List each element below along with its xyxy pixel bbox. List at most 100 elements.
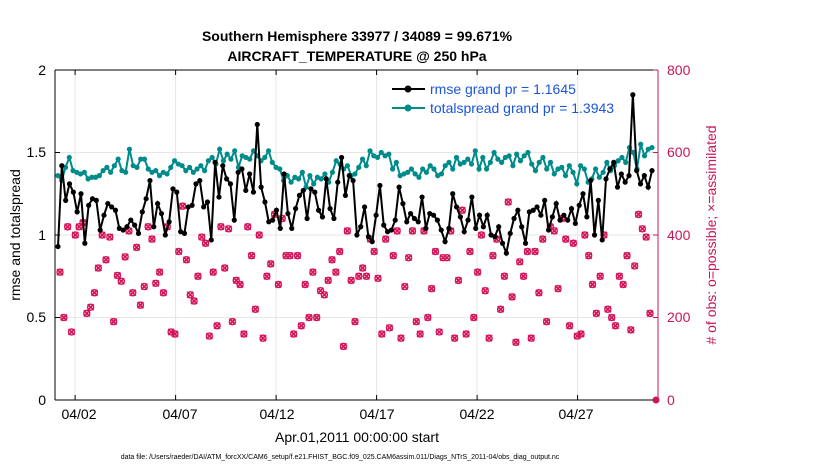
obs-possible-mark bbox=[67, 328, 76, 336]
rmse-point bbox=[591, 232, 598, 238]
obs-assimilated-mark bbox=[56, 268, 64, 276]
totalspread-point bbox=[96, 173, 102, 179]
obs-assimilated-mark bbox=[240, 330, 248, 338]
rmse-point bbox=[388, 227, 395, 233]
obs-marker bbox=[607, 313, 616, 322]
obs-assimilated-mark bbox=[263, 272, 271, 280]
obs-marker bbox=[504, 198, 512, 206]
totalspread-point bbox=[386, 151, 392, 157]
obs-assimilated-mark bbox=[470, 313, 478, 322]
obs-possible-mark bbox=[209, 268, 217, 276]
obs-assimilated-mark bbox=[573, 332, 581, 340]
obs-marker bbox=[132, 243, 141, 252]
rmse-point bbox=[327, 206, 333, 212]
obs-possible-mark bbox=[581, 231, 589, 239]
totalspread-point bbox=[269, 159, 275, 165]
obs-assimilated-mark bbox=[362, 272, 371, 280]
obs-marker bbox=[297, 322, 306, 330]
obs-assimilated-mark bbox=[428, 285, 436, 293]
rmse-point bbox=[174, 189, 180, 195]
totalspread-point bbox=[232, 148, 238, 154]
obs-assimilated-mark bbox=[217, 223, 225, 231]
obs-marker bbox=[205, 332, 214, 340]
obs-marker bbox=[500, 272, 509, 280]
obs-possible-mark bbox=[496, 305, 505, 313]
totalspread-point bbox=[329, 169, 336, 175]
obs-marker bbox=[328, 256, 336, 264]
obs-possible-mark bbox=[228, 317, 237, 326]
obs-possible-mark bbox=[634, 210, 643, 219]
obs-possible-mark bbox=[355, 272, 363, 280]
obs-assimilated-mark bbox=[274, 280, 282, 289]
obs-assimilated-mark bbox=[316, 287, 325, 295]
obs-marker bbox=[60, 313, 68, 322]
obs-marker bbox=[358, 264, 367, 272]
obs-assimilated-mark bbox=[619, 280, 627, 289]
rmse-point bbox=[430, 212, 437, 218]
obs-marker bbox=[604, 305, 612, 313]
rmse-point bbox=[549, 214, 555, 220]
obs-marker bbox=[401, 282, 409, 291]
obs-possible-mark bbox=[152, 279, 160, 287]
obs-possible-mark bbox=[144, 223, 152, 231]
rmse-point bbox=[545, 227, 552, 233]
obs-assimilated-mark bbox=[144, 223, 152, 231]
obs-possible-mark bbox=[175, 247, 183, 256]
totalspread-point bbox=[194, 166, 200, 172]
obs-marker bbox=[539, 235, 547, 243]
obs-marker bbox=[577, 330, 585, 338]
obs-assimilated-mark bbox=[408, 227, 417, 235]
obs-assimilated-mark bbox=[581, 231, 589, 239]
obs-possible-mark bbox=[155, 268, 164, 276]
legend-rmse-label: rmse grand pr = 1.1645 bbox=[430, 81, 576, 97]
obs-possible-mark bbox=[424, 313, 432, 322]
obs-marker bbox=[312, 313, 321, 322]
obs-possible-mark bbox=[527, 334, 535, 342]
obs-possible-mark bbox=[458, 206, 466, 214]
totalspread-point bbox=[356, 164, 362, 170]
rmse-point bbox=[599, 237, 605, 243]
rmse-point bbox=[243, 187, 249, 194]
obs-possible-mark bbox=[542, 317, 551, 326]
obs-assimilated-mark bbox=[290, 330, 298, 338]
totalspread-point bbox=[600, 169, 606, 175]
obs-marker bbox=[228, 317, 237, 326]
obs-assimilated-mark bbox=[90, 289, 99, 297]
obs-marker bbox=[638, 225, 647, 233]
rmse-point bbox=[285, 210, 291, 217]
totalspread-point bbox=[559, 164, 565, 170]
obs-marker bbox=[642, 233, 650, 241]
rmse-point bbox=[346, 173, 352, 179]
obs-assimilated-mark bbox=[623, 252, 631, 260]
obs-marker bbox=[646, 309, 654, 318]
obs-marker bbox=[71, 231, 80, 239]
rmse-point bbox=[86, 202, 92, 208]
obs-marker bbox=[301, 280, 309, 289]
obs-assimilated-mark bbox=[634, 210, 643, 218]
rmse-point bbox=[607, 166, 613, 172]
totalspread-point bbox=[532, 168, 539, 174]
obs-possible-mark bbox=[335, 247, 344, 256]
obs-possible-mark bbox=[604, 305, 612, 313]
obs-possible-mark bbox=[347, 276, 355, 285]
rmse-point bbox=[446, 225, 452, 231]
obs-possible-mark bbox=[466, 247, 474, 256]
totalspread-point bbox=[405, 169, 411, 175]
obs-marker bbox=[117, 277, 125, 285]
obs-possible-mark bbox=[201, 239, 210, 247]
rmse-point bbox=[315, 207, 322, 213]
obs-assimilated-mark bbox=[221, 264, 229, 272]
rmse-point bbox=[630, 92, 636, 98]
obs-assimilated-mark bbox=[236, 280, 244, 289]
obs-possible-mark bbox=[378, 330, 386, 338]
totalspread-point bbox=[134, 164, 140, 170]
totalspread-point bbox=[630, 149, 636, 156]
x-tick-label: 04/17 bbox=[359, 406, 394, 422]
obs-marker bbox=[247, 251, 256, 260]
obs-assimilated-mark bbox=[416, 330, 424, 338]
obs-possible-mark bbox=[224, 225, 233, 233]
rmse-point bbox=[277, 225, 283, 231]
obs-marker bbox=[224, 225, 233, 233]
obs-marker bbox=[251, 305, 260, 313]
rmse-point bbox=[465, 217, 471, 223]
